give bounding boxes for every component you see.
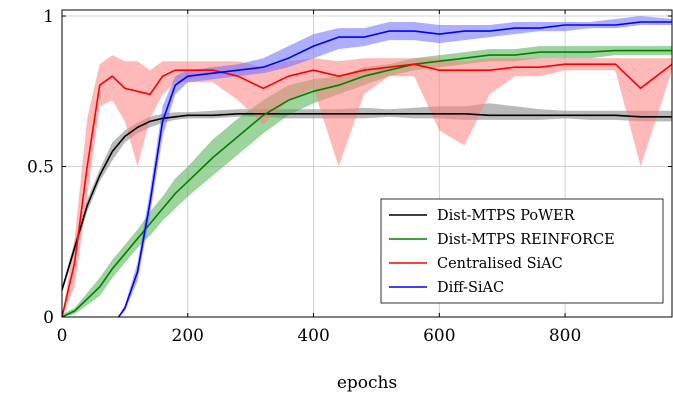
legend-label-1: Dist-MTPS REINFORCE [437, 232, 615, 248]
x-tick-label-3: 600 [423, 326, 455, 346]
series-line-3 [117, 21, 672, 318]
series-band-2 [62, 55, 672, 317]
plot-frame [61, 9, 673, 318]
legend-box [380, 198, 664, 304]
y-tick-label-2: 1 [43, 7, 54, 27]
y-tick-label-0: 0 [43, 308, 54, 328]
x-axis-label: epochs [337, 373, 397, 393]
legend-label-0: Dist-MTPS PoWER [437, 208, 576, 224]
x-tick-label-4: 800 [549, 326, 581, 346]
legend: Dist-MTPS PoWER Dist-MTPS REINFORCE Centra… [380, 198, 664, 304]
y-tick-label-1: 0.5 [27, 158, 54, 178]
series-band-1 [62, 46, 672, 317]
series-line-0 [61, 113, 672, 291]
series-line-1 [61, 49, 672, 318]
x-tick-label-2: 400 [297, 326, 329, 346]
x-tick-label-0: 0 [57, 326, 68, 346]
legend-label-2: Centralised SiAC [437, 256, 563, 272]
series-lines [61, 21, 673, 318]
series-bands [62, 16, 673, 317]
legend-label-3: Diff-SiAC [437, 280, 504, 296]
ticks: 0 200 400 600 800 0 0.5 1 [27, 7, 672, 346]
series-line-2 [61, 63, 673, 318]
x-tick-label-1: 200 [172, 326, 204, 346]
